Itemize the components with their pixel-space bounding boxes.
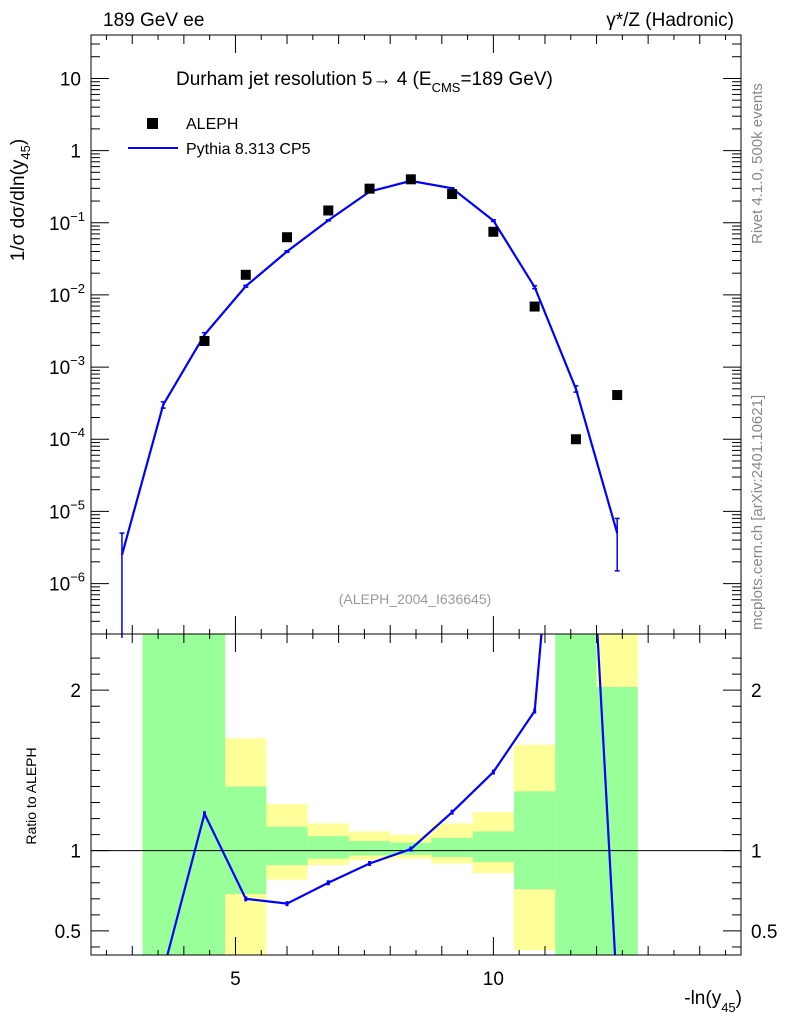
- main-ytick-base: 10: [49, 286, 70, 307]
- data-point: [488, 226, 499, 237]
- ratio-ytick-label-right: 1: [751, 842, 762, 863]
- ratio-xlabel-sub: 45: [721, 1000, 735, 1015]
- ratio-band-green: [348, 841, 391, 856]
- main-ytick-label: 10−4: [49, 425, 85, 451]
- main-ytick-exponent: −6: [70, 570, 85, 585]
- ratio-xtick-label: 10: [483, 969, 504, 990]
- main-ylabel-end: ): [8, 139, 29, 145]
- main-ytick-exponent: −3: [70, 353, 85, 368]
- ratio-ylabel: Ratio to ALEPH: [23, 747, 39, 844]
- main-ytick-label: 10−5: [49, 497, 85, 523]
- ratio-band-green: [266, 826, 308, 866]
- main-ylabel-sub: 45: [18, 145, 33, 159]
- mcplots-label: mcplots.cern.ch [arXiv:2401.10621]: [749, 395, 766, 630]
- data-point: [117, 638, 127, 648]
- data-point: [199, 335, 210, 346]
- ratio-series-line: [166, 634, 617, 955]
- data-point: [323, 205, 334, 216]
- mc-series-line: [120, 179, 619, 556]
- ratio-band-green: [307, 836, 349, 859]
- data-point: [240, 269, 251, 280]
- data-point: [364, 183, 375, 194]
- chart-title: Durham jet resolution 5→ 4 (ECMS=189 GeV…: [176, 69, 553, 95]
- data-point: [529, 301, 540, 312]
- main-ytick-base: 10: [49, 430, 70, 451]
- main-ytick-base: 10: [49, 214, 70, 235]
- chart-title-main: Durham jet resolution 5: [176, 69, 372, 90]
- ratio-xtick-label: 5: [230, 969, 241, 990]
- ratio-band-green: [555, 634, 597, 955]
- main-series: [117, 174, 663, 648]
- main-ytick-exponent: −4: [70, 425, 85, 440]
- data-point: [653, 638, 663, 648]
- main-ytick-base: 1: [70, 142, 81, 163]
- main-ytick-base: 10: [49, 575, 70, 596]
- main-ytick-label: 10−3: [49, 353, 85, 379]
- main-ytick-label: 10−6: [49, 570, 85, 596]
- ratio-band-green: [431, 837, 473, 858]
- chart-title-rest: 4 (E: [391, 69, 431, 90]
- data-point: [570, 434, 581, 445]
- ratio-band-green: [142, 634, 226, 955]
- main-ytick-label: 10−1: [49, 209, 85, 235]
- main-ytick-label: 1: [70, 142, 81, 163]
- main-ytick-exponent: −1: [70, 209, 85, 224]
- main-ytick-base: 10: [49, 502, 70, 523]
- ratio-band-green: [472, 831, 515, 862]
- ratio-ytick-label-left: 2: [70, 681, 81, 702]
- data-point: [447, 189, 458, 200]
- legend: ALEPH Pythia 8.313 CP5: [128, 116, 311, 158]
- data-point: [405, 174, 416, 185]
- ratio-ytick-label-right: 2: [751, 681, 762, 702]
- main-ytick-base: 10: [60, 69, 81, 90]
- ratio-band-green: [225, 786, 267, 895]
- main-ytick-exponent: −5: [70, 497, 85, 512]
- main-ytick-exponent: −2: [70, 281, 85, 296]
- main-ytick-label: 10: [60, 69, 81, 90]
- header-process-label: γ*/Z (Hadronic): [606, 10, 734, 31]
- header-energy-label: 189 GeV ee: [103, 10, 204, 31]
- analysis-id-label: (ALEPH_2004_I636645): [339, 591, 492, 607]
- ratio-ytick-label-left: 1: [70, 842, 81, 863]
- data-point: [612, 390, 623, 401]
- legend-aleph-label: ALEPH: [186, 116, 238, 133]
- main-ytick-base: 10: [49, 358, 70, 379]
- legend-aleph-marker: [147, 118, 158, 129]
- ratio-xlabel-end: ): [736, 988, 742, 1009]
- ratio-band-green: [514, 791, 556, 890]
- main-ylabel-main: 1/σ dσ/dln(y: [8, 159, 29, 261]
- main-ytick-label: 10−2: [49, 281, 85, 307]
- chart-title-sub: CMS: [432, 80, 461, 95]
- rivet-version-label: Rivet 4.1.0, 500k events: [749, 83, 766, 244]
- ratio-uncertainty-bands: [142, 634, 638, 955]
- ratio-xlabel: -ln(y45): [684, 988, 742, 1015]
- ratio-ytick-label-right: 0.5: [751, 922, 777, 943]
- ratio-xlabel-main: -ln(y: [684, 988, 721, 1009]
- ratio-ytick-label-left: 0.5: [55, 922, 81, 943]
- data-point: [282, 232, 293, 243]
- chart-title-end: =189 GeV): [460, 69, 552, 90]
- main-ylabel: 1/σ dσ/dln(y45): [8, 139, 33, 261]
- legend-pythia-label: Pythia 8.313 CP5: [186, 141, 311, 158]
- ratio-series: [91, 634, 741, 955]
- chart-title-arrow: →: [372, 69, 391, 90]
